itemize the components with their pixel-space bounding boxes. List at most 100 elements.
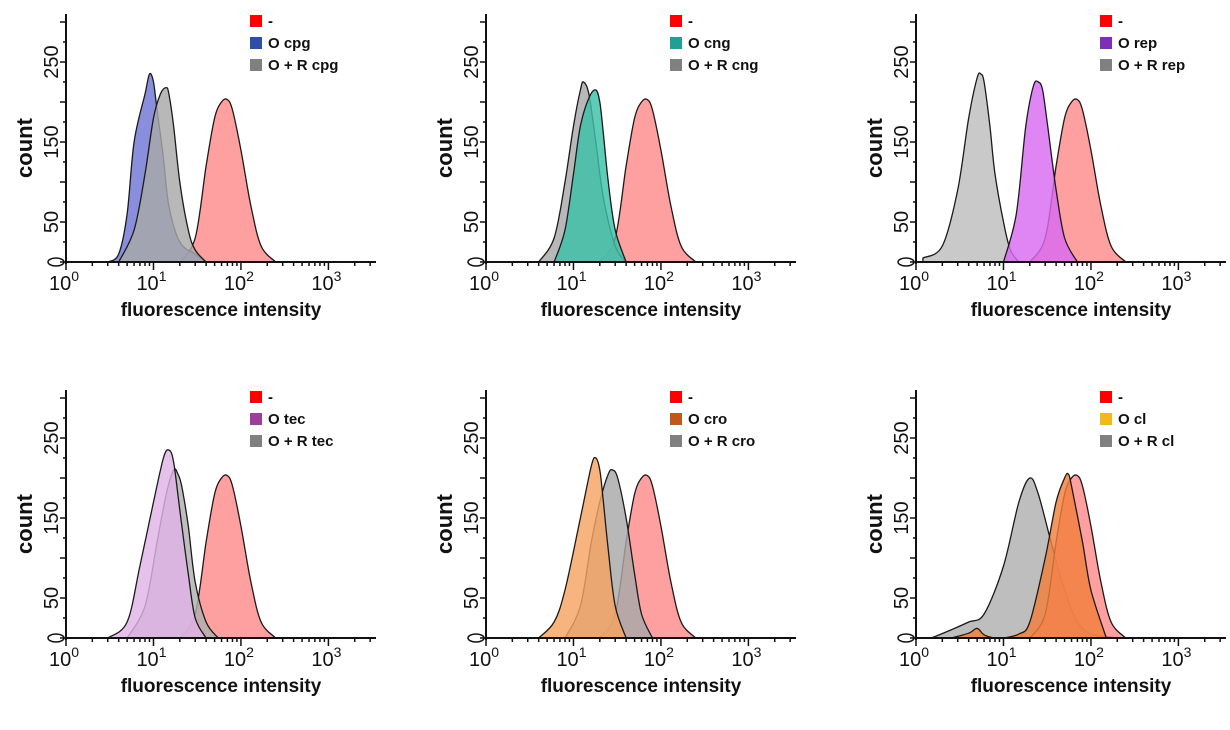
x-axis-label: fluorescence intensity	[121, 300, 322, 321]
x-tick-label: 100	[49, 268, 79, 295]
legend-label: -	[1118, 389, 1123, 406]
legend-swatch	[250, 37, 262, 49]
legend-swatch	[1100, 435, 1112, 447]
y-axis-label: count	[432, 493, 457, 554]
legend-swatch	[1100, 413, 1112, 425]
x-tick-label: 101	[556, 268, 586, 295]
histogram-series-1	[599, 98, 697, 263]
legend-label: O rep	[1118, 35, 1157, 52]
y-tick-label: 250	[41, 421, 63, 454]
x-tick-label: 103	[311, 644, 341, 671]
x-tick-label: 101	[136, 268, 166, 295]
x-tick-label: 100	[469, 268, 499, 295]
histogram-panel-1: 50 150 250 count 100 101 102 103 fluorescence in…	[0, 0, 410, 354]
histogram-series-3	[107, 449, 207, 639]
histogram-svg-3: 50 150 250 count 100 101 102 103 fluorescence in…	[862, 13, 1226, 321]
histogram-panel-3: 50 150 250 count 100 101 102 103 fluorescence in…	[850, 0, 1230, 354]
x-tick-label: 102	[1074, 644, 1104, 671]
legend-swatch	[670, 15, 682, 27]
histogram-series-1	[179, 98, 277, 263]
x-tick-label: 102	[224, 644, 254, 671]
y-tick-label: 50	[891, 587, 913, 609]
x-axis-label: fluorescence intensity	[971, 676, 1172, 697]
y-tick-label: 250	[461, 421, 483, 454]
x-tick-label: 101	[556, 644, 586, 671]
histogram-panel-4: 50 150 250 count 100 101 102 103 fluorescence in…	[0, 376, 410, 730]
legend-label: -	[1118, 13, 1123, 30]
y-axis-label: count	[12, 117, 37, 178]
x-tick-label: 102	[1074, 268, 1104, 295]
legend-swatch	[1100, 391, 1112, 403]
x-tick-label: 103	[311, 268, 341, 295]
y-tick-label: 50	[461, 211, 483, 233]
legend-swatch	[250, 15, 262, 27]
y-tick-label: 150	[41, 125, 63, 158]
legend-swatch	[670, 59, 682, 71]
histogram-svg-2: 50 150 250 count 100 101 102 103 fluorescence in…	[432, 13, 796, 321]
x-tick-label: 103	[1161, 268, 1191, 295]
x-tick-label: 100	[899, 644, 929, 671]
legend-swatch	[670, 37, 682, 49]
x-tick-label: 101	[986, 268, 1016, 295]
x-tick-label: 103	[1161, 644, 1191, 671]
legend-swatch	[250, 413, 262, 425]
histogram-svg-6: 50 150 250 count 100 101 102 103 fluorescence in…	[862, 389, 1226, 697]
legend-label: O cro	[688, 411, 727, 428]
histogram-series-3	[1002, 80, 1079, 263]
x-axis-label: fluorescence intensity	[121, 676, 322, 697]
x-axis-label: fluorescence intensity	[971, 300, 1172, 321]
histogram-svg-4: 50 150 250 count 100 101 102 103 fluorescence in…	[12, 389, 376, 697]
histogram-series-1	[179, 474, 277, 639]
y-tick-label: 50	[41, 587, 63, 609]
legend-label: O + R cl	[1118, 433, 1174, 450]
y-tick-label: 50	[891, 211, 913, 233]
x-axis-label: fluorescence intensity	[541, 676, 742, 697]
histogram-series-3	[553, 89, 627, 263]
y-tick-label: 150	[41, 501, 63, 534]
legend-label: -	[688, 389, 693, 406]
y-zero-marker	[897, 633, 915, 643]
legend-label: -	[688, 13, 693, 30]
y-zero-marker	[47, 257, 65, 267]
legend-label: O + R cpg	[268, 57, 338, 74]
legend-swatch	[670, 391, 682, 403]
legend-swatch	[1100, 59, 1112, 71]
y-tick-label: 250	[41, 45, 63, 78]
x-tick-label: 100	[49, 644, 79, 671]
y-zero-marker	[47, 633, 65, 643]
histogram-series-1	[922, 72, 1020, 263]
legend-swatch	[250, 435, 262, 447]
legend-label: -	[268, 389, 273, 406]
y-tick-label: 150	[461, 125, 483, 158]
x-tick-label: 100	[469, 644, 499, 671]
x-tick-label: 102	[644, 644, 674, 671]
legend-swatch	[1100, 37, 1112, 49]
legend-label: O + R tec	[268, 433, 333, 450]
legend-label: O cl	[1118, 411, 1146, 428]
y-axis-label: count	[12, 493, 37, 554]
x-tick-label: 102	[224, 268, 254, 295]
y-zero-marker	[897, 257, 915, 267]
y-tick-label: 50	[461, 587, 483, 609]
legend-label: O cng	[688, 35, 731, 52]
histogram-panel-6: 50 150 250 count 100 101 102 103 fluorescence in…	[850, 376, 1230, 730]
x-tick-label: 103	[731, 268, 761, 295]
y-axis-label: count	[432, 117, 457, 178]
x-tick-label: 101	[986, 644, 1016, 671]
legend-label: O + R rep	[1118, 57, 1185, 74]
legend-label: O tec	[268, 411, 306, 428]
x-tick-label: 102	[644, 268, 674, 295]
histogram-series-3	[118, 86, 207, 263]
legend-swatch	[670, 413, 682, 425]
y-tick-label: 50	[41, 211, 63, 233]
legend-swatch	[1100, 15, 1112, 27]
legend-label: -	[268, 13, 273, 30]
legend-swatch	[250, 391, 262, 403]
legend-swatch	[250, 59, 262, 71]
y-tick-label: 150	[891, 501, 913, 534]
x-tick-label: 103	[731, 644, 761, 671]
y-tick-label: 250	[891, 421, 913, 454]
histogram-panel-2: 50 150 250 count 100 101 102 103 fluorescence in…	[420, 0, 830, 354]
y-tick-label: 150	[461, 501, 483, 534]
y-zero-marker	[467, 257, 485, 267]
